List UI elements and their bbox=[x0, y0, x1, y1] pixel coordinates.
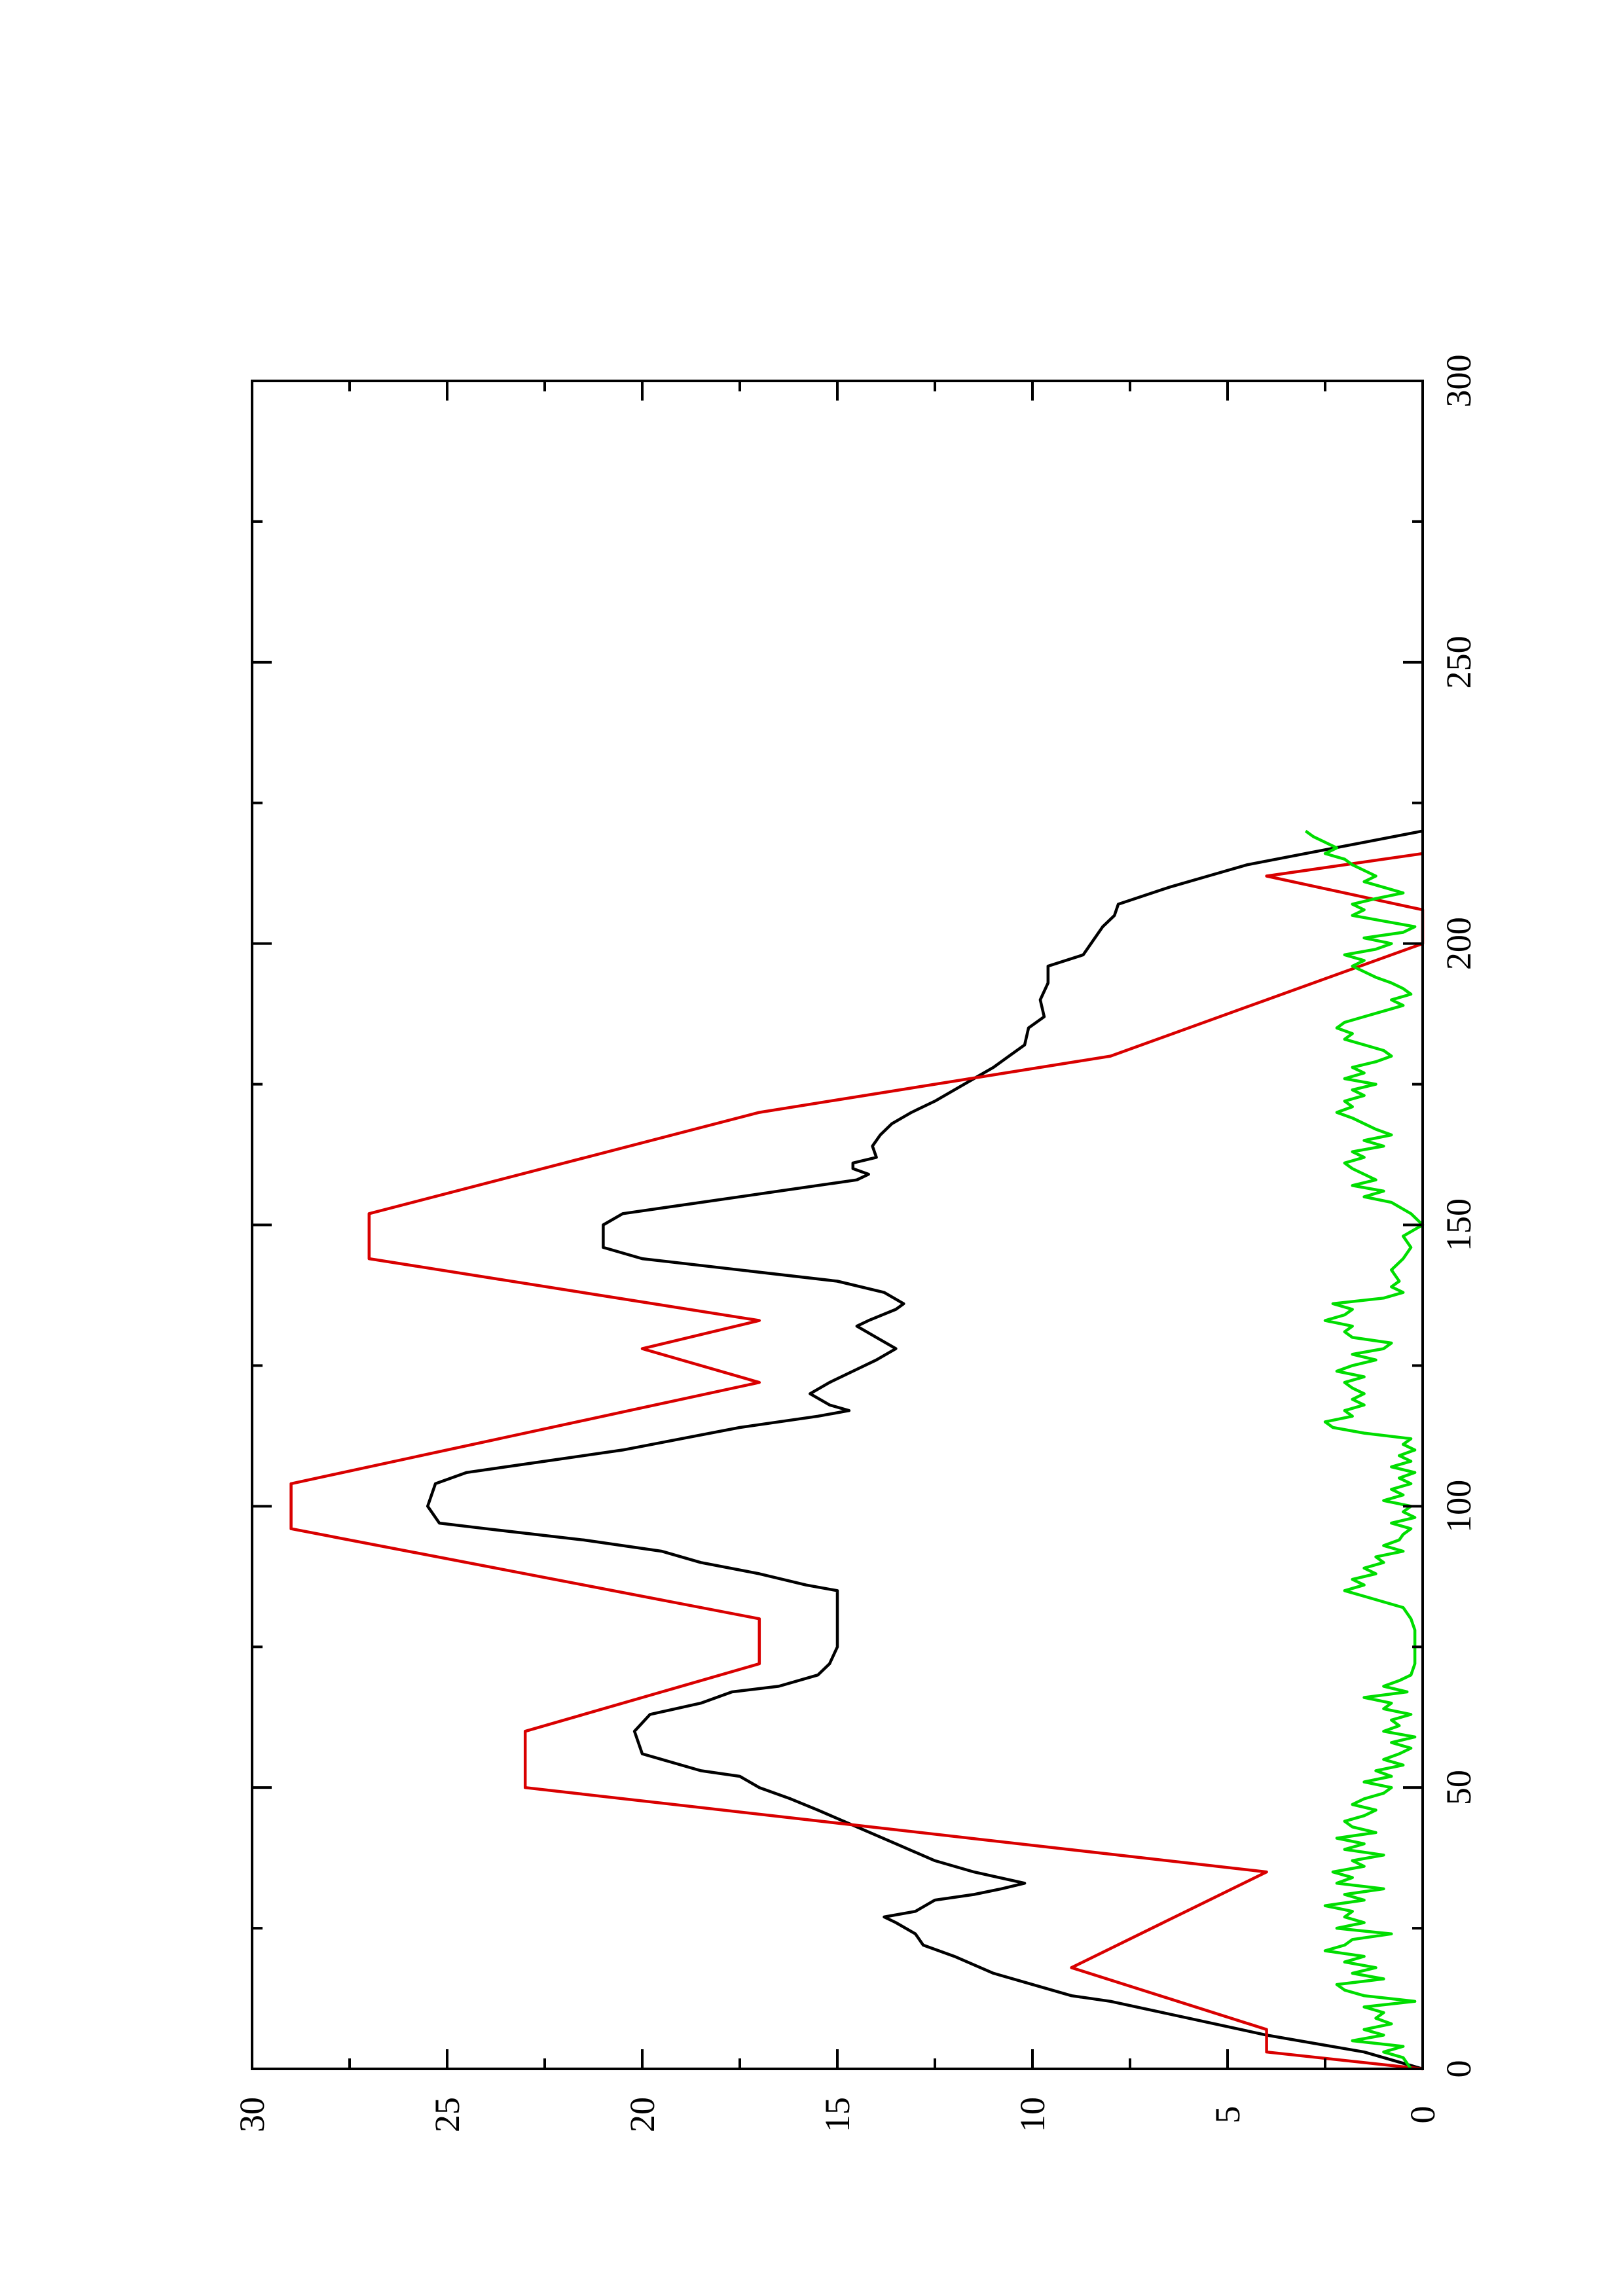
y-tick-label: 25 bbox=[428, 2097, 467, 2132]
x-tick-label: 100 bbox=[1439, 1480, 1478, 1533]
x-tick-label: 150 bbox=[1439, 1198, 1478, 1251]
x-tick-label: 250 bbox=[1439, 636, 1478, 689]
y-tick-label: 15 bbox=[818, 2097, 857, 2132]
series-layer bbox=[289, 829, 1425, 2071]
x-tick-label: 0 bbox=[1439, 2060, 1478, 2078]
tick-layer bbox=[251, 380, 1424, 2070]
series-line-2 bbox=[289, 852, 1425, 2071]
x-tick-label: 50 bbox=[1439, 1770, 1478, 1805]
x-tick-label: 300 bbox=[1439, 355, 1478, 408]
y-tick-label: 5 bbox=[1208, 2106, 1247, 2124]
y-tick-label: 10 bbox=[1013, 2097, 1052, 2132]
y-tick-label: 20 bbox=[623, 2097, 662, 2132]
y-tick-label: 30 bbox=[232, 2097, 272, 2132]
series-line-1 bbox=[426, 829, 1423, 2071]
x-tick-label: 200 bbox=[1439, 917, 1478, 970]
plot-frame bbox=[251, 380, 1424, 2070]
label-layer: 0 50 100 150 200 250 300 0 5 10 15 20 25 30 bbox=[232, 355, 1478, 2133]
series-line-3 bbox=[1304, 829, 1425, 2070]
y-tick-label: 0 bbox=[1403, 2106, 1442, 2124]
